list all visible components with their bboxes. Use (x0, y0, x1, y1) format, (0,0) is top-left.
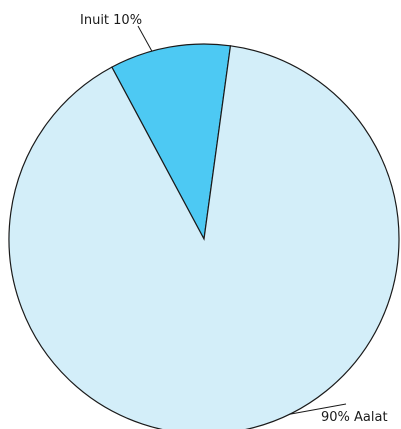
pie-slice-inuit (111, 43, 232, 241)
pie-slice-aalat (8, 45, 400, 429)
pie-slices (8, 43, 400, 429)
slice-label-aalat: 90% Aalat (321, 410, 388, 425)
leader-line-aalat (289, 403, 347, 415)
slice-label-inuit: Inuit 10% (80, 13, 142, 28)
leader-line-inuit (137, 25, 153, 52)
